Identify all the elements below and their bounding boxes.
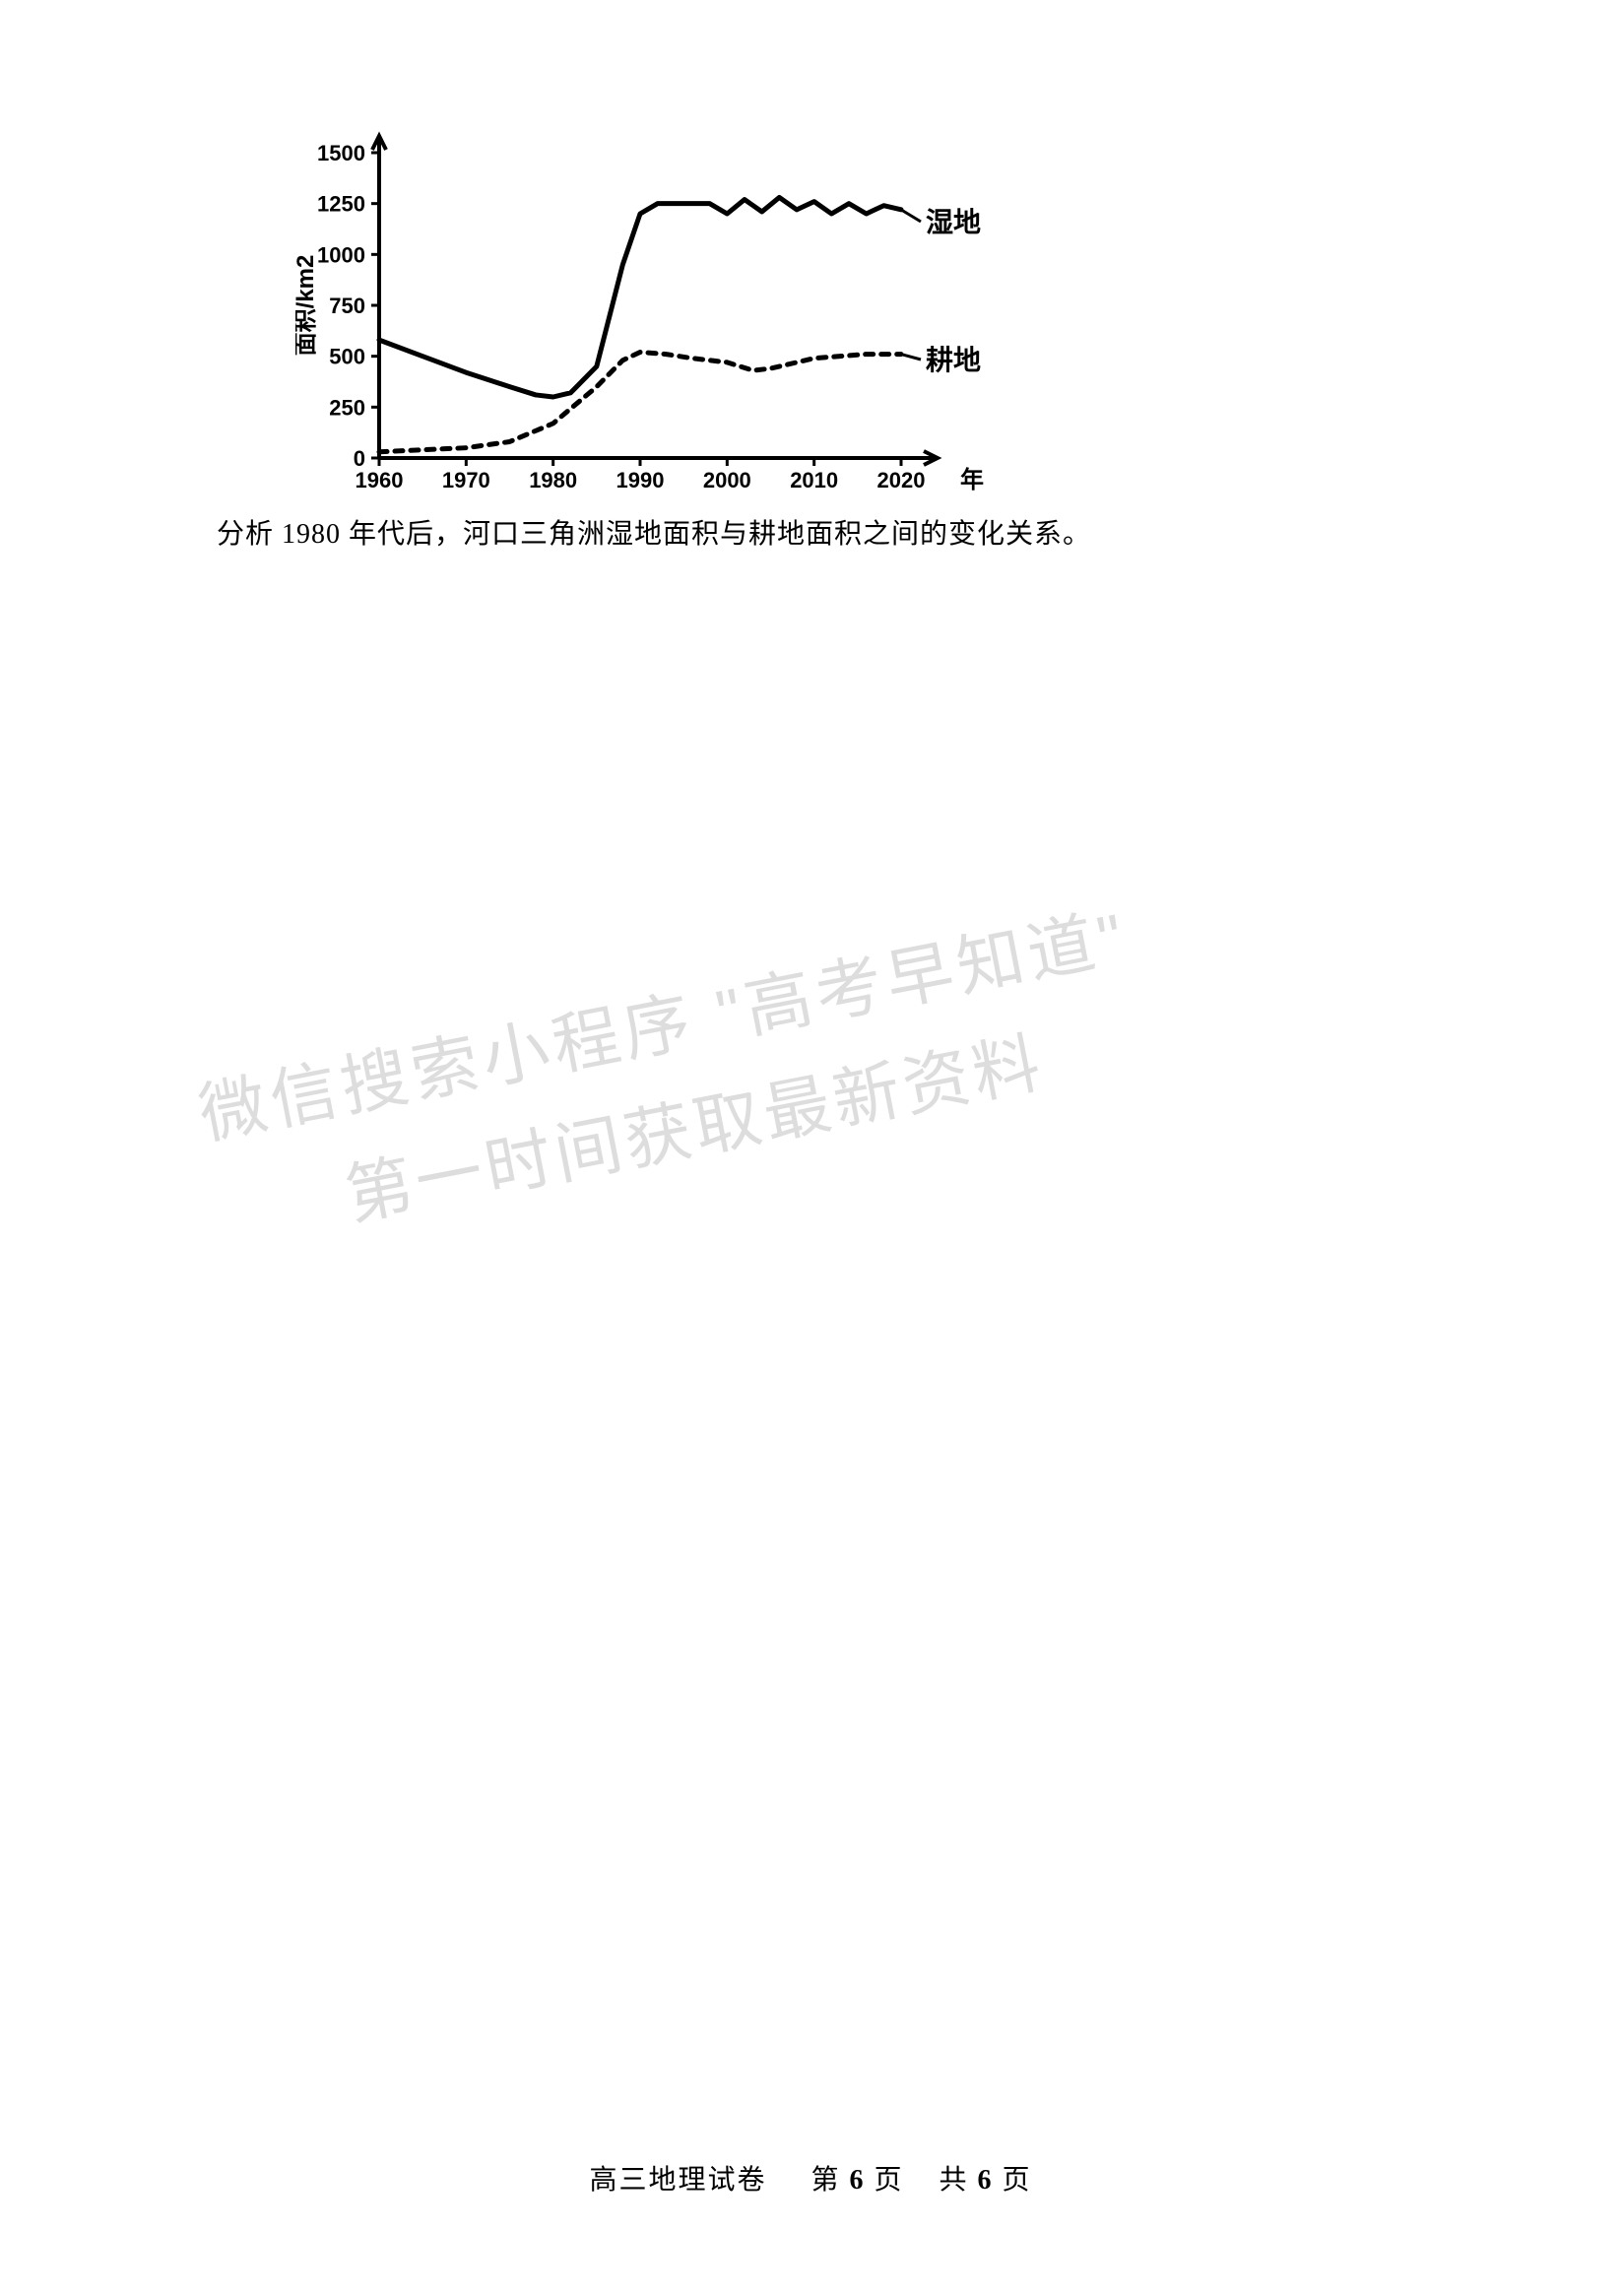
area-chart: 0250500750100012501500196019701980199020… — [295, 128, 1064, 502]
footer-total-prefix: 共 — [940, 2165, 969, 2196]
svg-text:1250: 1250 — [317, 192, 365, 217]
footer-page-prefix: 第 — [810, 2165, 840, 2196]
svg-text:2010: 2010 — [790, 468, 838, 492]
svg-text:1980: 1980 — [529, 468, 577, 492]
svg-text:面积/km2: 面积/km2 — [295, 255, 319, 357]
footer-total: 6 — [978, 2165, 994, 2196]
svg-text:1960: 1960 — [356, 468, 404, 492]
svg-text:1990: 1990 — [616, 468, 665, 492]
svg-text:2020: 2020 — [877, 468, 926, 492]
page-footer: 高三地理试卷 第 6 页 共 6 页 — [0, 2158, 1621, 2198]
footer-page-suffix: 页 — [874, 2165, 903, 2196]
footer-page-current: 6 — [849, 2165, 865, 2196]
svg-text:1970: 1970 — [442, 468, 490, 492]
svg-text:500: 500 — [329, 345, 365, 369]
svg-text:750: 750 — [329, 294, 365, 318]
svg-text:年: 年 — [960, 466, 984, 493]
footer-total-suffix: 页 — [1003, 2165, 1032, 2196]
svg-text:耕地: 耕地 — [926, 345, 981, 375]
chart-svg: 0250500750100012501500196019701980199020… — [295, 128, 1064, 502]
svg-text:湿地: 湿地 — [926, 207, 981, 237]
question-text: 分析 1980 年代后，河口三角洲湿地面积与耕地面积之间的变化关系。 — [217, 512, 1091, 552]
svg-text:1000: 1000 — [317, 242, 365, 267]
footer-subject: 高三地理试卷 — [589, 2165, 766, 2196]
watermark: 微信搜索小程序 "高考早知道" 第一时间获取最新资料 — [190, 836, 1425, 1449]
svg-text:2000: 2000 — [703, 468, 751, 492]
svg-text:250: 250 — [329, 395, 365, 420]
svg-text:1500: 1500 — [317, 141, 365, 165]
